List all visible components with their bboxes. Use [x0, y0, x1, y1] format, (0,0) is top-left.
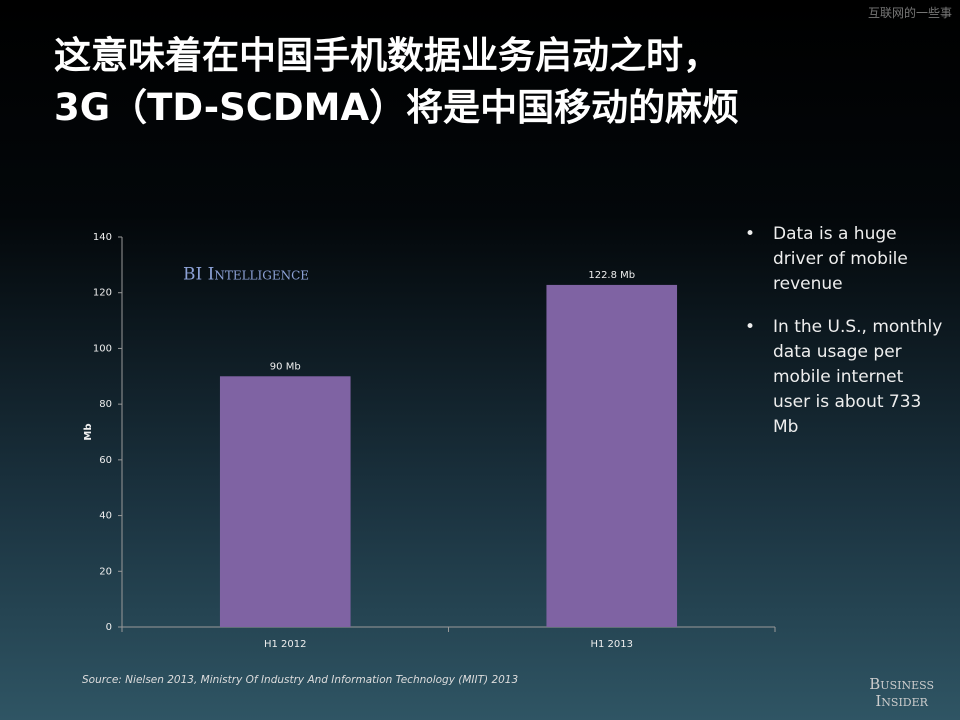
y-tick-label: 0	[106, 622, 112, 633]
title: 这意味着在中国手机数据业务启动之时， 3G（TD-SCDMA）将是中国移动的麻烦	[54, 30, 739, 134]
title-line: 3G（TD-SCDMA）将是中国移动的麻烦	[54, 86, 740, 129]
value-label: 122.8 Mb	[588, 270, 635, 281]
value-label: 90 Mb	[270, 361, 301, 372]
y-tick-label: 20	[99, 566, 112, 577]
title-line: 这意味着在中国手机数据业务启动之时，	[54, 34, 720, 77]
logo-line: Business	[869, 675, 934, 693]
bullet: Data is a huge driver of mobile revenue	[745, 222, 945, 297]
logo: Business Insider	[869, 676, 934, 710]
y-tick-label: 80	[99, 399, 112, 410]
logo-line: Insider	[875, 692, 928, 710]
y-tick-label: 40	[99, 511, 112, 522]
x-tick-label: H1 2013	[590, 639, 633, 650]
x-tick-label: H1 2012	[264, 639, 307, 650]
watermark: 互联网的一些事	[867, 6, 952, 20]
y-tick-label: 60	[99, 455, 112, 466]
bullets: Data is a huge driver of mobile revenue …	[745, 222, 945, 458]
bar	[219, 376, 351, 627]
y-tick-label: 100	[93, 343, 112, 354]
y-tick-label: 140	[93, 232, 112, 243]
y-tick-label: 120	[93, 288, 112, 299]
bullet: In the U.S., monthly data usage per mobi…	[745, 315, 945, 440]
y-axis-label: Mb	[83, 423, 94, 440]
bar	[546, 284, 678, 627]
brand: BI Intelligence	[183, 265, 309, 285]
source: Source: Nielsen 2013, Ministry Of Indust…	[82, 674, 519, 686]
